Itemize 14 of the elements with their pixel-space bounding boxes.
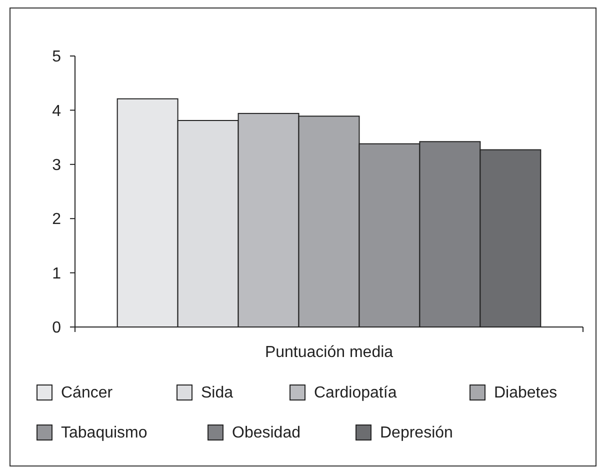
legend-label: Obesidad [232, 424, 300, 442]
y-tick-label: 5 [52, 48, 62, 66]
legend-label: Cáncer [61, 384, 114, 402]
y-tick-label: 2 [52, 211, 62, 228]
legend-label: Depresión [380, 424, 453, 442]
legend-label: Tabaquismo [61, 424, 148, 442]
y-tick-label: 3 [52, 157, 62, 174]
legend-label: Sida [201, 384, 234, 402]
legend-label: Cardiopatía [314, 384, 397, 402]
x-tick-label: Puntuación media [264, 344, 394, 361]
y-tick-label: 0 [52, 320, 62, 337]
y-tick-label: 1 [52, 265, 62, 282]
y-tick-label: 4 [52, 102, 62, 120]
legend-label: Diabetes [494, 384, 558, 402]
